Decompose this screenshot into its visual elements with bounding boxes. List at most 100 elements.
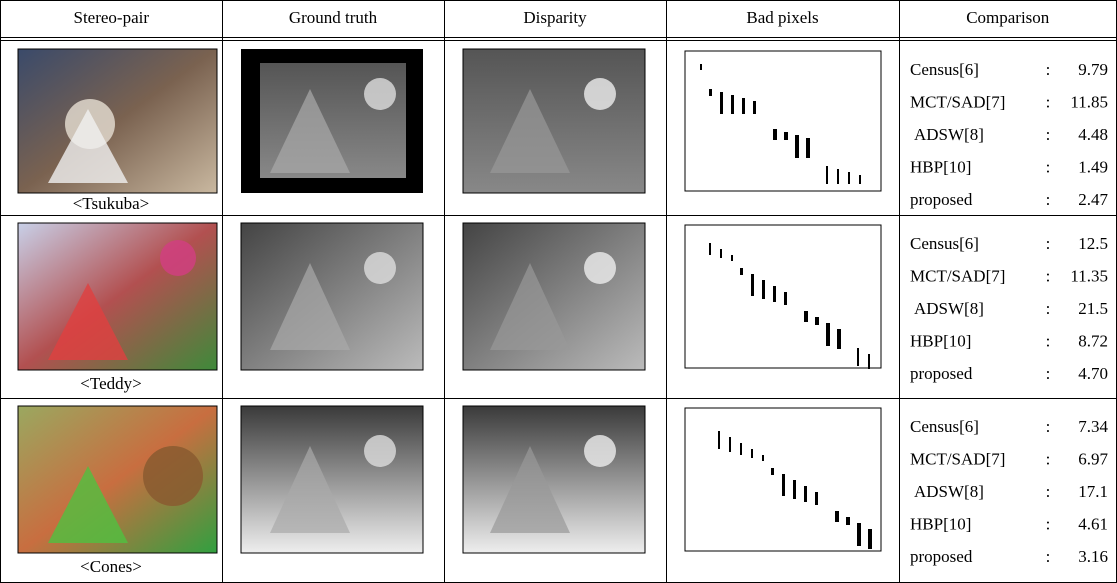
bad-pixel <box>720 249 722 258</box>
method-score: 9.79 <box>1078 60 1108 79</box>
method-name: HBP[10] <box>910 514 971 533</box>
method-name: Census[6] <box>910 60 979 79</box>
bad-pixel <box>773 129 777 140</box>
method-score: 6.97 <box>1078 449 1108 468</box>
bad-pixel <box>771 468 774 475</box>
bad-pixel <box>826 323 830 346</box>
bad-pixel <box>751 449 753 458</box>
column-header: Bad pixels <box>746 8 818 27</box>
separator: : <box>1046 266 1051 285</box>
bad-pixel <box>837 329 841 349</box>
method-score: 1.49 <box>1078 157 1108 176</box>
method-name: MCT/SAD[7] <box>910 449 1005 468</box>
bad-pixel <box>784 292 787 305</box>
method-score: 12.5 <box>1078 234 1108 253</box>
method-score: 4.70 <box>1078 364 1108 383</box>
bad-pixel <box>762 455 764 461</box>
image-caption: <Teddy> <box>80 374 141 393</box>
method-name: ADSW[8] <box>914 125 984 144</box>
bad-pixel <box>709 89 712 96</box>
method-name: proposed <box>910 547 973 566</box>
method-score: 21.5 <box>1078 299 1108 318</box>
bad-pixel <box>868 529 872 549</box>
image-detail <box>143 446 203 506</box>
separator: : <box>1046 482 1051 501</box>
method-name: proposed <box>910 190 973 209</box>
method-name: proposed <box>910 364 973 383</box>
method-score: 3.16 <box>1078 547 1108 566</box>
bad-pixel <box>846 517 850 525</box>
method-score: 8.72 <box>1078 331 1108 350</box>
bad-pixel <box>804 311 808 322</box>
bad-pixel <box>773 286 776 302</box>
bad-pixels-image <box>685 51 881 191</box>
separator: : <box>1046 60 1051 79</box>
bad-pixel <box>784 132 788 140</box>
ground-truth-detail <box>364 252 396 284</box>
separator: : <box>1046 92 1051 111</box>
bad-pixel <box>826 166 828 184</box>
method-name: MCT/SAD[7] <box>910 92 1005 111</box>
bad-pixel <box>859 175 861 184</box>
bad-pixel <box>762 280 765 299</box>
bad-pixels-image <box>685 225 881 368</box>
method-score: 4.48 <box>1078 125 1108 144</box>
column-header: Ground truth <box>289 8 378 27</box>
bad-pixel <box>815 492 818 505</box>
bad-pixel <box>742 98 745 114</box>
bad-pixel <box>782 474 785 496</box>
separator: : <box>1046 234 1051 253</box>
method-name: ADSW[8] <box>914 299 984 318</box>
bad-pixel <box>815 317 819 325</box>
disparity-detail <box>584 78 616 110</box>
bad-pixel <box>857 523 861 546</box>
method-name: MCT/SAD[7] <box>910 266 1005 285</box>
method-name: Census[6] <box>910 417 979 436</box>
bad-pixel <box>806 138 810 158</box>
bad-pixel <box>795 135 799 158</box>
disparity-detail <box>584 252 616 284</box>
method-name: HBP[10] <box>910 331 971 350</box>
image-caption: <Tsukuba> <box>73 194 150 213</box>
method-score: 11.85 <box>1070 92 1108 111</box>
separator: : <box>1046 449 1051 468</box>
separator: : <box>1046 364 1051 383</box>
bad-pixel <box>793 480 796 499</box>
separator: : <box>1046 417 1051 436</box>
column-header: Comparison <box>966 8 1050 27</box>
bad-pixel <box>700 64 702 70</box>
bad-pixel <box>720 92 723 114</box>
method-score: 2.47 <box>1078 190 1108 209</box>
bad-pixel <box>857 348 859 366</box>
column-header: Disparity <box>523 8 587 27</box>
separator: : <box>1046 157 1051 176</box>
bad-pixel <box>868 354 870 369</box>
column-header: Stereo-pair <box>73 8 149 27</box>
table: Stereo-pair Ground truth Disparity Bad pixe… <box>0 0 1117 583</box>
method-score: 7.34 <box>1078 417 1108 436</box>
separator: : <box>1046 547 1051 566</box>
method-score: 11.35 <box>1070 266 1108 285</box>
bad-pixel <box>753 101 756 114</box>
bad-pixel <box>751 274 754 296</box>
bad-pixel <box>848 172 850 184</box>
separator: : <box>1046 190 1051 209</box>
separator: : <box>1046 331 1051 350</box>
method-score: 17.1 <box>1078 482 1108 501</box>
method-score: 4.61 <box>1078 514 1108 533</box>
bad-pixel <box>729 437 731 452</box>
method-name: Census[6] <box>910 234 979 253</box>
bad-pixel <box>709 243 711 255</box>
ground-truth-detail <box>364 78 396 110</box>
image-caption: <Cones> <box>80 557 142 576</box>
bad-pixel <box>740 443 742 455</box>
bad-pixel <box>731 95 734 114</box>
bad-pixel <box>718 431 720 449</box>
ground-truth-detail <box>364 435 396 467</box>
method-name: ADSW[8] <box>914 482 984 501</box>
separator: : <box>1046 299 1051 318</box>
bad-pixel <box>804 486 807 502</box>
bad-pixel <box>731 255 733 261</box>
disparity-detail <box>584 435 616 467</box>
bad-pixel <box>835 511 839 522</box>
